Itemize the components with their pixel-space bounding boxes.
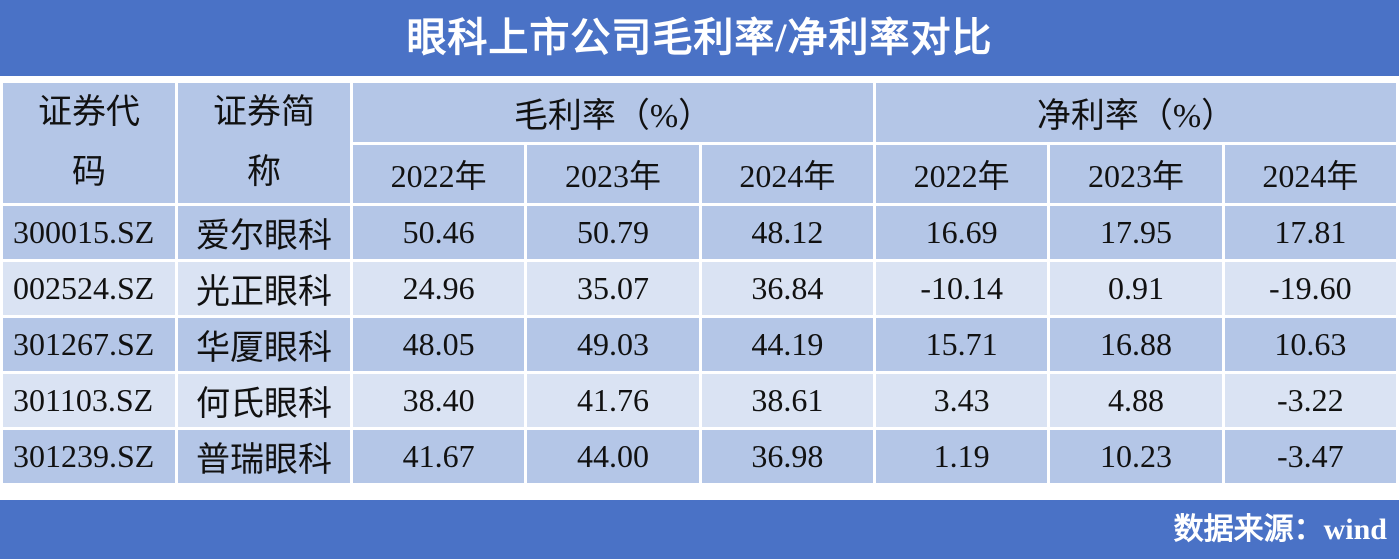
code-cell: 002524.SZ [0,259,178,318]
header-year: 2022年 [872,141,1051,206]
header-cell: 证券简称 [175,80,353,206]
cell-text: 证券简称 [213,94,315,191]
value-cell: 35.07 [524,259,702,318]
header-year: 2024年 [698,141,876,206]
value-cell: 1.19 [872,427,1051,486]
data-row: 300015.SZ 爱尔眼科 50.46 50.79 48.12 16.69 17.95 17… [0,203,1399,262]
value-cell: 44.19 [698,315,876,374]
title: 眼科上市公司毛利率/净利率对比 [0,0,1399,76]
name-cell: 何氏眼科 [175,371,353,430]
value-cell: 24.96 [349,259,528,318]
value-cell: 49.03 [524,315,702,374]
value-cell: -19.60 [1221,259,1399,318]
name-cell: 华厦眼科 [175,315,353,374]
data-row: 301267.SZ 华厦眼科 48.05 49.03 44.19 15.71 16.88 10… [0,315,1399,374]
header-year: 2024年 [1221,141,1399,206]
value-cell: 48.05 [349,315,528,374]
value-cell: 10.63 [1221,315,1399,374]
data-row: 301239.SZ 普瑞眼科 41.67 44.00 36.98 1.19 10.23 -3.… [0,427,1399,486]
header-year: 2022年 [349,141,528,206]
value-cell: 50.46 [349,203,528,262]
header-year: 2023年 [1047,141,1225,206]
header-row: 证券代码 证券简称 毛利率（%） 净利率（%） [0,80,1399,206]
value-cell: 4.88 [1047,371,1225,430]
value-cell: 41.67 [349,427,528,486]
value-cell: 10.23 [1047,427,1225,486]
value-cell: 38.40 [349,371,528,430]
value-cell: -3.22 [1221,371,1399,430]
value-cell: 50.79 [524,203,702,262]
value-cell: -10.14 [872,259,1051,318]
value-cell: 3.43 [872,371,1051,430]
data-row: 301103.SZ 何氏眼科 38.40 41.76 38.61 3.43 4.88 -3.2… [0,371,1399,430]
name-cell: 爱尔眼科 [175,203,353,262]
source-note: 数据来源：wind [0,500,1399,559]
header-row: 2022年 2023年 2024年 2022年 2023年 2024年 [2,141,1399,206]
value-cell: 0.91 [1047,259,1225,318]
value-cell: -3.47 [1221,427,1399,486]
value-cell: 41.76 [524,371,702,430]
value-cell: 38.61 [698,371,876,430]
value-cell: 16.69 [872,203,1051,262]
value-cell: 44.00 [524,427,702,486]
code-cell: 301103.SZ [0,371,178,430]
header-year: 2023年 [524,141,702,206]
name-cell: 普瑞眼科 [175,427,353,486]
header-group: 净利率（%） [872,80,1399,145]
value-cell: 17.95 [1047,203,1225,262]
header-cell: 证券代码 [0,80,178,206]
value-cell: 48.12 [698,203,876,262]
code-cell: 301239.SZ [0,427,178,486]
name-cell: 光正眼科 [175,259,353,318]
code-cell: 301267.SZ [0,315,178,374]
value-cell: 36.84 [698,259,876,318]
value-cell: 16.88 [1047,315,1225,374]
header-group: 毛利率（%） [350,80,876,145]
value-cell: 17.81 [1221,203,1399,262]
table: 证券代码 证券简称 毛利率（%） 净利率（%） 2022年 2023年 2024年 2022年… [0,80,1399,486]
code-cell: 300015.SZ [0,203,178,262]
value-cell: 36.98 [698,427,876,486]
cell-text: 证券代码 [38,94,140,191]
value-cell: 15.71 [872,315,1051,374]
data-row: 002524.SZ 光正眼科 24.96 35.07 36.84 -10.14 0.91 -1… [0,259,1399,318]
